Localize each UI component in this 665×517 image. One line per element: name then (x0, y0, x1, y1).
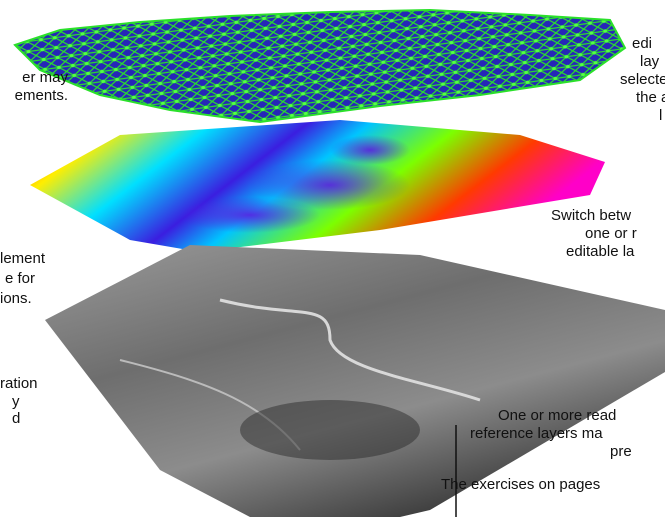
caption: l (659, 107, 662, 124)
caption: the a (636, 89, 665, 106)
mesh-layer (13, 8, 627, 124)
caption: ements. (15, 87, 68, 104)
caption: ions. (0, 290, 32, 307)
imagery-layer (45, 245, 665, 517)
caption: y (12, 393, 20, 410)
caption: d (12, 410, 20, 427)
caption: Switch betw (551, 207, 631, 224)
caption: lement (0, 250, 46, 267)
caption: er may (22, 69, 68, 86)
caption: ration (0, 375, 38, 392)
caption: One or more read (498, 407, 616, 424)
caption: lay (640, 53, 660, 70)
caption: selecte (620, 71, 665, 88)
caption: pre (610, 443, 632, 460)
caption: e for (5, 270, 35, 287)
caption: editable la (566, 243, 635, 260)
caption: edi (632, 35, 652, 52)
elevation-layer (30, 120, 605, 252)
caption: one or r (585, 225, 637, 242)
footer-text: The exercises on pages (441, 476, 600, 493)
caption: reference layers ma (470, 425, 603, 442)
